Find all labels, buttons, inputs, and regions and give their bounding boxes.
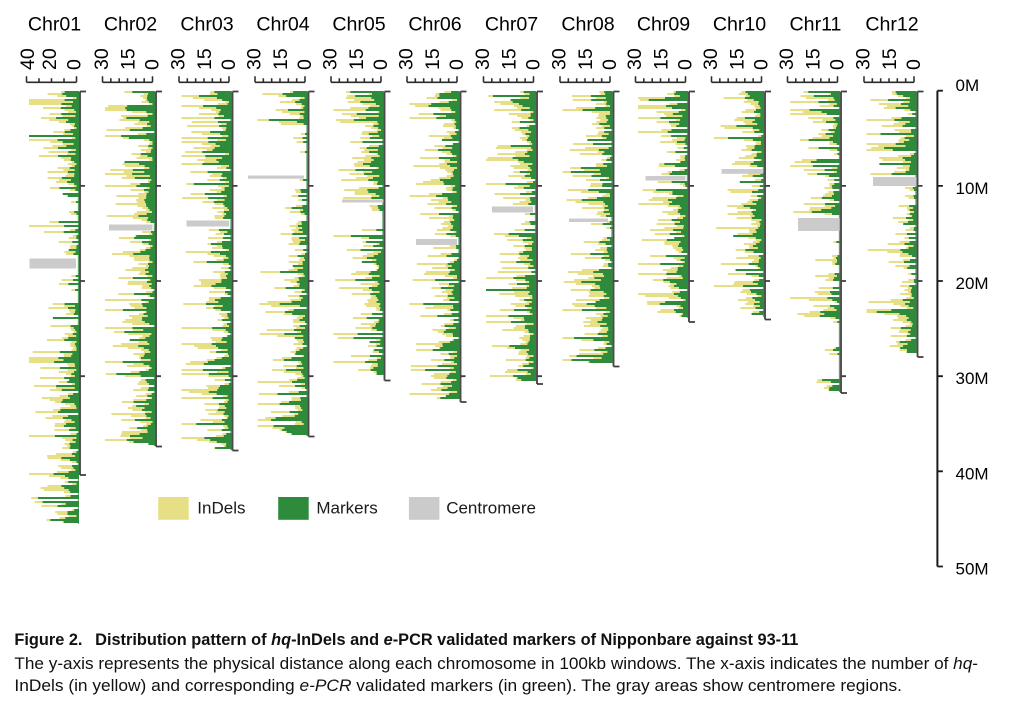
svg-text:0: 0 — [294, 59, 316, 70]
svg-text:30: 30 — [700, 48, 722, 70]
svg-text:30: 30 — [548, 48, 570, 70]
svg-text:Chr07: Chr07 — [485, 14, 538, 36]
svg-text:0: 0 — [903, 59, 925, 70]
svg-text:0: 0 — [522, 59, 544, 70]
svg-text:15: 15 — [346, 48, 368, 70]
svg-text:30: 30 — [91, 48, 113, 70]
svg-text:50M: 50M — [956, 560, 989, 579]
svg-text:Chr05: Chr05 — [332, 14, 385, 36]
svg-text:15: 15 — [498, 48, 520, 70]
svg-text:10M: 10M — [956, 179, 989, 198]
svg-text:30: 30 — [776, 48, 798, 70]
svg-text:0M: 0M — [956, 76, 980, 95]
svg-text:15: 15 — [117, 48, 139, 70]
svg-text:Chr01: Chr01 — [28, 14, 81, 36]
svg-text:Chr10: Chr10 — [713, 14, 766, 36]
svg-text:30: 30 — [624, 48, 646, 70]
svg-text:30M: 30M — [956, 369, 989, 388]
svg-text:15: 15 — [802, 48, 824, 70]
svg-text:15: 15 — [194, 48, 216, 70]
svg-text:Markers: Markers — [316, 498, 377, 517]
svg-text:Chr11: Chr11 — [790, 14, 842, 36]
svg-text:15: 15 — [726, 48, 748, 70]
svg-text:30: 30 — [852, 48, 874, 70]
svg-text:30: 30 — [243, 48, 265, 70]
svg-text:Chr02: Chr02 — [104, 14, 157, 36]
svg-text:30: 30 — [167, 48, 189, 70]
svg-text:InDels: InDels — [197, 498, 245, 517]
svg-text:InDels (in yellow) and corresp: InDels (in yellow) and corresponding e-P… — [14, 676, 902, 695]
svg-text:Chr12: Chr12 — [865, 14, 918, 36]
svg-text:15: 15 — [575, 48, 597, 70]
svg-text:Chr08: Chr08 — [561, 14, 614, 36]
svg-text:30: 30 — [472, 48, 494, 70]
svg-text:0: 0 — [826, 59, 848, 70]
svg-text:20M: 20M — [956, 274, 989, 293]
svg-text:40M: 40M — [956, 464, 989, 483]
svg-text:30: 30 — [395, 48, 417, 70]
svg-text:0: 0 — [370, 59, 392, 70]
svg-text:15: 15 — [650, 48, 672, 70]
svg-text:15: 15 — [422, 48, 444, 70]
svg-text:Chr09: Chr09 — [637, 14, 690, 36]
svg-text:15: 15 — [879, 48, 901, 70]
svg-text:15: 15 — [270, 48, 292, 70]
svg-text:40: 40 — [17, 48, 39, 70]
svg-text:30: 30 — [319, 48, 341, 70]
svg-text:Chr03: Chr03 — [180, 14, 233, 36]
svg-text:0: 0 — [141, 59, 163, 70]
svg-text:0: 0 — [674, 59, 696, 70]
svg-text:0: 0 — [218, 59, 240, 70]
svg-text:20: 20 — [39, 48, 61, 70]
svg-text:0: 0 — [446, 59, 468, 70]
svg-text:Chr06: Chr06 — [408, 14, 461, 36]
svg-text:Centromere: Centromere — [446, 498, 536, 517]
svg-text:The y-axis represents the phys: The y-axis represents the physical dista… — [14, 654, 978, 673]
svg-text:Figure 2. Distribution patter: Figure 2. Distribution pattern of hq-InD… — [14, 630, 798, 649]
svg-text:0: 0 — [599, 59, 621, 70]
svg-text:Chr04: Chr04 — [256, 14, 309, 36]
svg-text:0: 0 — [750, 59, 772, 70]
svg-text:0: 0 — [63, 59, 85, 70]
